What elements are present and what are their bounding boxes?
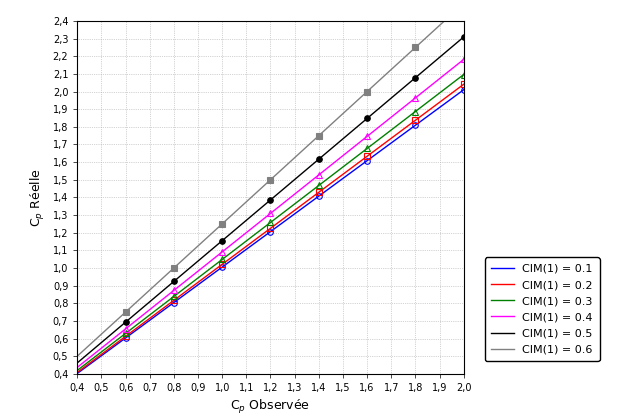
Line: CIM(1) = 0.2: CIM(1) = 0.2 — [77, 84, 464, 373]
CIM(1) = 0.2 — [283, 214, 290, 219]
CIM(1) = 0.2 — [390, 134, 398, 139]
CIM(1) = 0.2 — [257, 233, 265, 238]
CIM(1) = 0.6 — [283, 163, 290, 168]
CIM(1) = 0.1 — [283, 218, 290, 223]
CIM(1) = 0.3 — [460, 72, 468, 77]
CIM(1) = 0.1 — [257, 236, 265, 241]
CIM(1) = 0.3 — [73, 368, 81, 373]
CIM(1) = 0.6 — [451, 9, 459, 14]
CIM(1) = 0.4 — [257, 218, 265, 223]
CIM(1) = 0.5 — [303, 166, 311, 171]
CIM(1) = 0.2 — [303, 198, 311, 203]
CIM(1) = 0.4 — [460, 57, 468, 62]
CIM(1) = 0.5 — [451, 42, 459, 47]
Line: CIM(1) = 0.3: CIM(1) = 0.3 — [77, 74, 464, 370]
Y-axis label: C$_p$ Réelle: C$_p$ Réelle — [29, 168, 47, 227]
CIM(1) = 0.6 — [460, 1, 468, 6]
CIM(1) = 0.4 — [260, 217, 267, 222]
CIM(1) = 0.1 — [260, 234, 267, 239]
CIM(1) = 0.5 — [460, 34, 468, 39]
CIM(1) = 0.6 — [390, 65, 398, 70]
Line: CIM(1) = 0.1: CIM(1) = 0.1 — [77, 90, 464, 373]
CIM(1) = 0.6 — [257, 186, 265, 191]
CIM(1) = 0.4 — [390, 113, 398, 118]
CIM(1) = 0.4 — [73, 365, 81, 370]
CIM(1) = 0.5 — [257, 205, 265, 210]
CIM(1) = 0.1 — [460, 87, 468, 92]
CIM(1) = 0.1 — [73, 371, 81, 376]
Line: CIM(1) = 0.6: CIM(1) = 0.6 — [77, 3, 464, 356]
CIM(1) = 0.5 — [390, 93, 398, 98]
CIM(1) = 0.6 — [260, 184, 267, 189]
CIM(1) = 0.2 — [451, 89, 459, 94]
CIM(1) = 0.4 — [283, 198, 290, 203]
CIM(1) = 0.2 — [460, 82, 468, 87]
CIM(1) = 0.5 — [260, 204, 267, 209]
CIM(1) = 0.5 — [283, 184, 290, 189]
CIM(1) = 0.4 — [303, 181, 311, 186]
CIM(1) = 0.1 — [451, 94, 459, 99]
CIM(1) = 0.1 — [390, 139, 398, 144]
CIM(1) = 0.3 — [451, 79, 459, 84]
CIM(1) = 0.6 — [73, 354, 81, 359]
CIM(1) = 0.3 — [283, 208, 290, 213]
CIM(1) = 0.3 — [257, 227, 265, 232]
CIM(1) = 0.2 — [73, 370, 81, 375]
Line: CIM(1) = 0.4: CIM(1) = 0.4 — [77, 59, 464, 367]
CIM(1) = 0.6 — [303, 144, 311, 149]
CIM(1) = 0.3 — [303, 192, 311, 197]
CIM(1) = 0.3 — [260, 226, 267, 231]
CIM(1) = 0.1 — [303, 202, 311, 207]
X-axis label: C$_p$ Observée: C$_p$ Observée — [231, 399, 310, 416]
Legend: CIM(1) = 0.1, CIM(1) = 0.2, CIM(1) = 0.3, CIM(1) = 0.4, CIM(1) = 0.5, CIM(1) = 0: CIM(1) = 0.1, CIM(1) = 0.2, CIM(1) = 0.3… — [485, 257, 600, 361]
Line: CIM(1) = 0.5: CIM(1) = 0.5 — [77, 37, 464, 363]
CIM(1) = 0.4 — [451, 64, 459, 69]
CIM(1) = 0.5 — [73, 360, 81, 365]
CIM(1) = 0.3 — [390, 125, 398, 130]
CIM(1) = 0.2 — [260, 231, 267, 236]
